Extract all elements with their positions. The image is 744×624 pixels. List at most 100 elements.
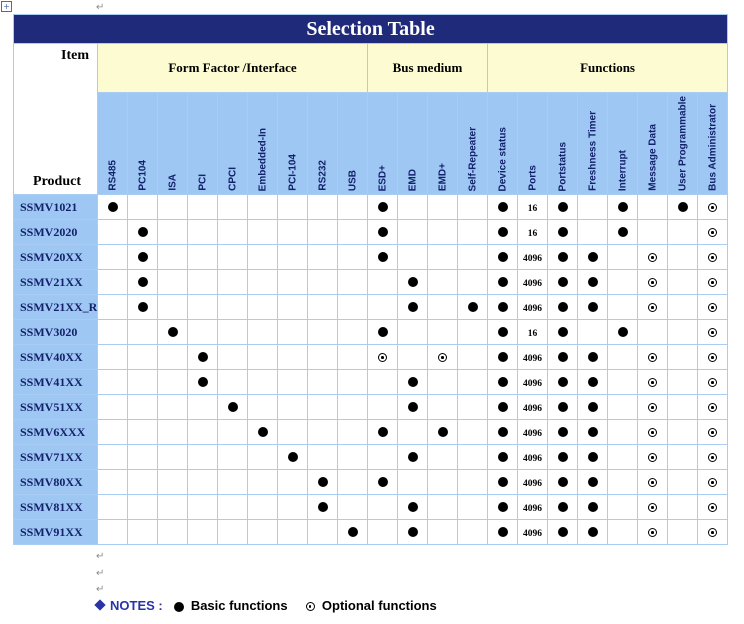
cell-bus-administrator: [696, 444, 729, 470]
optional-function-icon: [648, 502, 657, 512]
cell-pci: [187, 469, 218, 495]
cell-freshness-timer: [577, 319, 608, 345]
product-name: SSMV21XX_R: [13, 294, 98, 320]
optional-functions-label: Optional functions: [321, 598, 437, 613]
column-label: Freshness Timer: [587, 111, 598, 191]
column-label: Self-Repeater: [467, 126, 478, 191]
cell-pc104: [127, 469, 158, 495]
basic-function-icon: [557, 427, 568, 438]
basic-function-icon: [587, 527, 598, 538]
cell-pc104: [127, 269, 158, 295]
cell-pci: [187, 194, 218, 220]
column-label: Device status: [497, 126, 508, 191]
cell-usb: [337, 219, 368, 245]
cell-usb: [337, 269, 368, 295]
optional-function-icon: [708, 252, 718, 262]
optional-function-icon: [648, 277, 657, 287]
cell-freshness-timer: [577, 394, 608, 420]
cell-isa: [157, 269, 188, 295]
cell-freshness-timer: [577, 269, 608, 295]
column-header-isa: ISA: [157, 92, 188, 195]
cell-bus-administrator: [696, 419, 729, 445]
cell-pci: [187, 319, 218, 345]
cell-cpci: [217, 194, 248, 220]
cell-self-repeater: [457, 269, 488, 295]
cell-rs232: [307, 269, 338, 295]
cell-pci: [187, 244, 218, 270]
cell-bus-administrator: [696, 469, 729, 495]
cell-rs485: [97, 194, 128, 220]
table-anchor-icon[interactable]: +: [1, 1, 12, 12]
paragraph-mark: ↵: [96, 551, 105, 562]
cell-freshness-timer: [577, 369, 608, 395]
cell-rs232: [307, 344, 338, 370]
cell-emd: [397, 269, 428, 295]
cell-user-programmable: [667, 444, 698, 470]
cell-device-status: [487, 219, 518, 245]
cell-usb: [337, 494, 368, 520]
column-header-embedded-in: Embedded-In: [247, 92, 278, 195]
cell-pc104: [127, 369, 158, 395]
cell-message-data: [637, 519, 668, 545]
cell-rs485: [97, 219, 128, 245]
cell-rs485: [97, 494, 128, 520]
column-header-pc104: PC104: [127, 92, 158, 195]
cell-pc104: [127, 419, 158, 445]
cell-isa: [157, 194, 188, 220]
cell-portstatus: [547, 344, 578, 370]
cell-freshness-timer: [577, 419, 608, 445]
cell-message-data: [637, 219, 668, 245]
notes-label: NOTES :: [110, 598, 163, 613]
column-header-pci: PCI: [187, 92, 218, 195]
cell-device-status: [487, 494, 518, 520]
cell-user-programmable: [667, 319, 698, 345]
cell-usb: [337, 394, 368, 420]
basic-function-icon: [557, 402, 568, 413]
ports-value: 4096: [523, 304, 542, 314]
basic-function-icon: [407, 527, 418, 538]
basic-function-icon: [557, 252, 568, 263]
cell-interrupt: [607, 344, 638, 370]
cell-cpci: [217, 269, 248, 295]
cell-pc104: [127, 519, 158, 545]
basic-function-icon: [587, 352, 598, 363]
column-header-interrupt: Interrupt: [607, 92, 638, 195]
cell-cpci: [217, 419, 248, 445]
basic-function-icon: [197, 377, 208, 388]
table-row: SSMV40XX 4096: [13, 344, 729, 370]
column-header-user-programmable: User Programmable: [667, 92, 698, 195]
cell-pci-104: [277, 519, 308, 545]
column-header-rs232: RS232: [307, 92, 338, 195]
cell-user-programmable: [667, 519, 698, 545]
table-row: SSMV80XX 4096: [13, 469, 729, 495]
cell-rs232: [307, 319, 338, 345]
cell-self-repeater: [457, 469, 488, 495]
cell-ports: 16: [517, 319, 548, 345]
cell-esd: [367, 244, 398, 270]
column-label: RS485: [107, 160, 118, 191]
cell-emd: [427, 494, 458, 520]
cell-freshness-timer: [577, 194, 608, 220]
cell-usb: [337, 294, 368, 320]
cell-pc104: [127, 219, 158, 245]
cell-pc104: [127, 294, 158, 320]
cell-freshness-timer: [577, 519, 608, 545]
basic-function-icon: [467, 302, 478, 313]
ports-value: 4096: [523, 254, 542, 264]
cell-interrupt: [607, 394, 638, 420]
cell-device-status: [487, 344, 518, 370]
group-header-functions: Functions: [486, 42, 729, 94]
column-label: PC104: [137, 160, 148, 191]
cell-emd: [427, 294, 458, 320]
cell-embedded-in: [247, 294, 278, 320]
paragraph-mark: ↵: [96, 568, 105, 579]
cell-freshness-timer: [577, 444, 608, 470]
basic-function-icon: [587, 477, 598, 488]
column-header-message-data: Message Data: [637, 92, 668, 195]
cell-embedded-in: [247, 269, 278, 295]
cell-pci: [187, 444, 218, 470]
cell-pci-104: [277, 394, 308, 420]
product-name: SSMV1021: [13, 194, 98, 220]
basic-function-icon: [377, 202, 388, 213]
cell-interrupt: [607, 419, 638, 445]
